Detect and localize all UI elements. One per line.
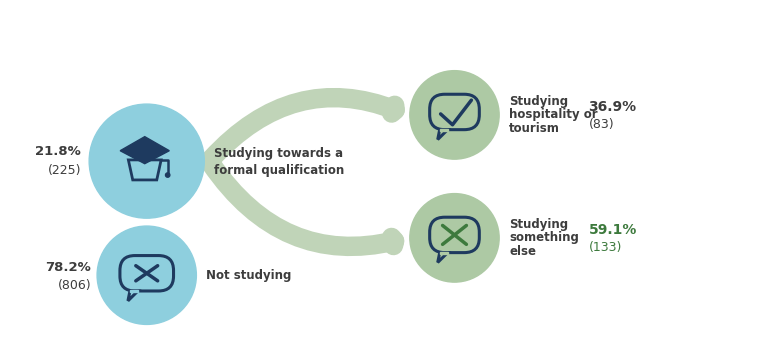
Text: (806): (806) xyxy=(58,279,91,292)
Circle shape xyxy=(97,226,196,324)
Text: 36.9%: 36.9% xyxy=(588,100,637,114)
Text: Studying: Studying xyxy=(509,95,568,108)
Text: (225): (225) xyxy=(48,164,81,178)
Text: something: something xyxy=(509,231,579,244)
FancyBboxPatch shape xyxy=(430,94,479,129)
Text: else: else xyxy=(509,245,536,258)
Circle shape xyxy=(410,71,499,159)
Text: Not studying: Not studying xyxy=(206,269,292,282)
Circle shape xyxy=(166,173,170,177)
FancyBboxPatch shape xyxy=(430,217,479,253)
Polygon shape xyxy=(128,291,138,301)
Polygon shape xyxy=(120,137,169,164)
Text: (133): (133) xyxy=(588,241,622,254)
Text: 59.1%: 59.1% xyxy=(588,223,637,237)
Polygon shape xyxy=(440,129,447,131)
Polygon shape xyxy=(437,129,447,140)
Text: Studying: Studying xyxy=(509,218,568,231)
Text: (83): (83) xyxy=(588,118,614,131)
Polygon shape xyxy=(130,290,138,292)
FancyBboxPatch shape xyxy=(120,256,173,291)
Circle shape xyxy=(410,194,499,282)
Text: Studying towards a: Studying towards a xyxy=(214,147,343,160)
Text: formal qualification: formal qualification xyxy=(214,164,344,178)
Text: tourism: tourism xyxy=(509,122,560,135)
Circle shape xyxy=(89,104,204,218)
Polygon shape xyxy=(437,253,447,262)
Text: 21.8%: 21.8% xyxy=(35,145,81,158)
Text: hospitality or: hospitality or xyxy=(509,108,598,121)
Polygon shape xyxy=(440,252,447,254)
Text: 78.2%: 78.2% xyxy=(45,261,91,274)
